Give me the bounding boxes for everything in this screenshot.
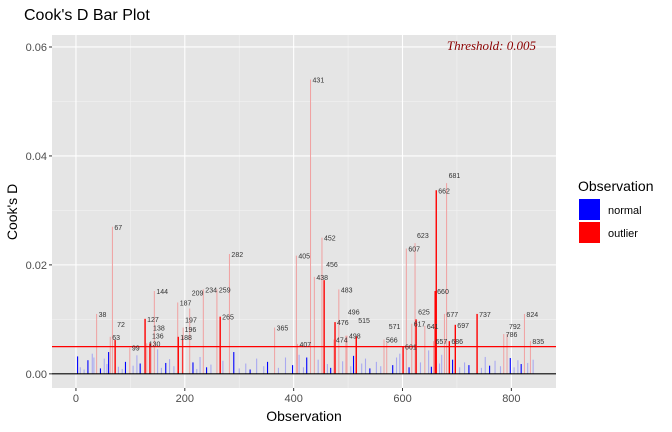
x-tick-label: 400 <box>284 393 302 405</box>
bar-label: 209 <box>192 290 204 297</box>
axes: 0 200 400 600 800 0.00 0.02 0.04 0.06 <box>26 42 521 405</box>
bar-label: 571 <box>389 324 401 331</box>
bar-label: 474 <box>336 338 348 345</box>
bar-label: 196 <box>185 327 197 334</box>
bar-label: 496 <box>348 310 360 317</box>
y-tick-label: 0.06 <box>26 42 47 54</box>
legend-label-normal: normal <box>608 205 642 217</box>
bar-label: 407 <box>299 342 311 349</box>
legend-key-outlier <box>579 222 600 243</box>
bar-label: 515 <box>358 318 370 325</box>
bar-label: 136 <box>152 333 164 340</box>
threshold-label: Threshold: 0.005 <box>447 38 537 53</box>
bar-label: 63 <box>112 335 120 342</box>
bar-label: 197 <box>185 318 197 325</box>
legend-key-normal <box>579 199 600 220</box>
bar-label: 835 <box>532 339 544 346</box>
legend-title: Observation <box>578 178 653 194</box>
bar-label: 138 <box>153 325 165 332</box>
bar-label: 265 <box>222 315 234 322</box>
chart-title: Cook's D Bar Plot <box>24 7 150 24</box>
bar-label: 483 <box>341 287 353 294</box>
bar-label: 660 <box>437 289 449 296</box>
bar-label: 188 <box>180 335 192 342</box>
bar-label: 641 <box>427 324 439 331</box>
bar-label: 677 <box>446 312 458 319</box>
legend: Observation normal outlier <box>578 178 653 243</box>
bar-label: 566 <box>386 338 398 345</box>
bar-label: 431 <box>313 78 325 85</box>
bar-label: 601 <box>405 345 417 352</box>
bar-label: 657 <box>436 339 448 346</box>
bar-label: 187 <box>180 300 192 307</box>
bar-label: 737 <box>479 312 491 319</box>
bar-label: 72 <box>117 322 125 329</box>
bar-label: 792 <box>509 324 521 331</box>
bar-label: 607 <box>408 247 420 254</box>
bar-label: 617 <box>414 322 426 329</box>
bar-label: 456 <box>326 262 338 269</box>
bar-label: 127 <box>147 317 159 324</box>
x-axis-title: Observation <box>266 408 341 424</box>
bar-label: 824 <box>526 312 538 319</box>
x-tick-label: 800 <box>502 393 520 405</box>
bar-label: 234 <box>205 287 217 294</box>
bar-label: 38 <box>99 312 107 319</box>
bar-label: 282 <box>231 252 243 259</box>
bar-label: 405 <box>298 254 310 261</box>
x-tick-label: 0 <box>73 393 79 405</box>
y-tick-label: 0.04 <box>26 151 47 163</box>
bar-label: 476 <box>337 320 349 327</box>
bar-label: 681 <box>449 173 461 180</box>
bar-label: 625 <box>418 309 430 316</box>
x-tick-label: 200 <box>176 393 194 405</box>
bar-label: 259 <box>219 287 231 294</box>
y-tick-label: 0.02 <box>26 260 47 272</box>
bar-label: 498 <box>349 334 361 341</box>
legend-label-outlier: outlier <box>608 228 638 240</box>
bar-label: 67 <box>114 225 122 232</box>
bar-label: 438 <box>316 275 328 282</box>
bar-label: 662 <box>438 188 450 195</box>
plot-panel <box>52 35 556 388</box>
bar-label: 130 <box>149 341 161 348</box>
y-axis-title: Cook's D <box>4 184 20 240</box>
bar-label: 452 <box>324 236 336 243</box>
bar-label: 144 <box>156 289 168 296</box>
bar-label: 365 <box>277 326 289 333</box>
x-tick-label: 600 <box>393 393 411 405</box>
bar-label: 697 <box>457 323 469 330</box>
bar-label: 623 <box>417 233 429 240</box>
y-tick-label: 0.00 <box>26 369 47 381</box>
bar-label: 686 <box>451 339 463 346</box>
bar-label: 786 <box>506 332 518 339</box>
bar-label: 99 <box>132 346 140 353</box>
bars <box>52 79 556 375</box>
